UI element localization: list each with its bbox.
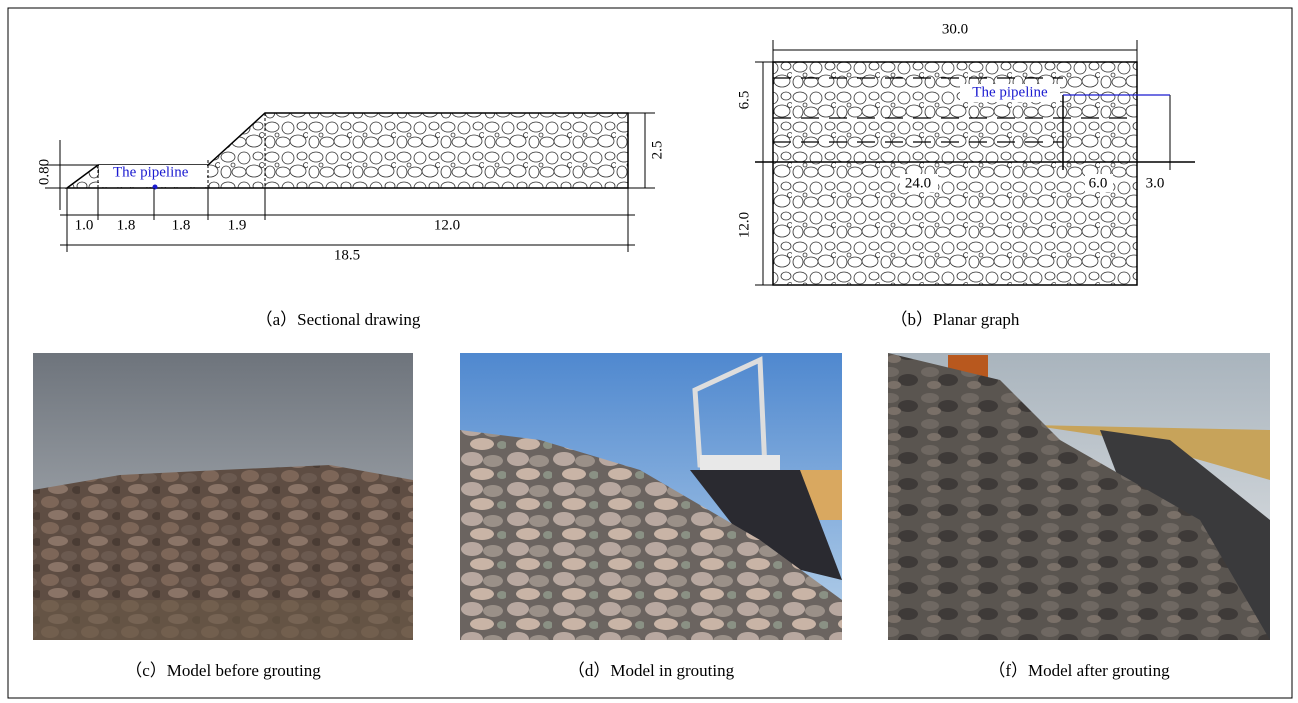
- dimension-label: 1.8: [117, 217, 136, 233]
- dimension-label: 12.0: [736, 212, 752, 238]
- dimension-label: 24.0: [905, 175, 931, 191]
- caption: （f）Model after grouting: [988, 661, 1170, 680]
- photo-before: （c）Model before grouting: [33, 353, 413, 680]
- dimension-label: 30.0: [942, 21, 968, 37]
- figure: The pipeline 0.80 2.5 1.0 1.8 1.8 1.9 12…: [0, 0, 1298, 703]
- pipeline-label: The pipeline: [113, 164, 189, 180]
- caption: （a）Sectional drawing: [256, 310, 421, 329]
- caption: （d）Model in grouting: [568, 661, 735, 680]
- sectional-drawing: The pipeline 0.80 2.5 1.0 1.8 1.8 1.9 12…: [36, 113, 665, 329]
- dimension-label: 12.0: [434, 217, 460, 233]
- dimension-label: 1.8: [172, 217, 191, 233]
- dimension-label: 1.9: [228, 217, 247, 233]
- dimension-label: 0.80: [36, 159, 52, 185]
- dimension-label: 6.0: [1089, 175, 1108, 191]
- caption: （c）Model before grouting: [125, 661, 321, 680]
- dimension-label: 3.0: [1146, 175, 1165, 191]
- planar-graph: The pipeline 30.0 6.5 12.0 24.0 6.0 3.0 …: [736, 21, 1195, 328]
- pipeline-dot: [153, 185, 158, 190]
- dimension-label: 6.5: [736, 91, 752, 110]
- photo-in-grouting: （d）Model in grouting: [460, 353, 842, 680]
- dimension-label: 2.5: [649, 141, 665, 160]
- pipeline-label: The pipeline: [972, 84, 1048, 100]
- caption: （b）Planar graph: [891, 310, 1020, 329]
- dimension-label: 18.5: [334, 247, 360, 263]
- dimension-label: 1.0: [75, 217, 94, 233]
- photo-after: （f）Model after grouting: [888, 353, 1270, 680]
